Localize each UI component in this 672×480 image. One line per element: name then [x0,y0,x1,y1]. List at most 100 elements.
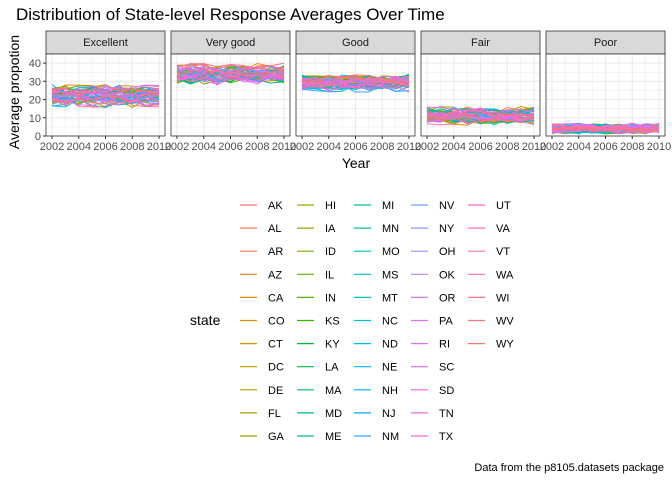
legend-item-ks: KS [297,316,340,328]
legend-label: ME [325,431,342,443]
series-line-wy [51,96,160,108]
x-tick-label: 2004 [567,141,591,153]
legend-item-nc: NC [354,316,398,328]
legend-item-nj: NJ [354,408,395,420]
legend-label: SD [439,385,454,397]
legend-label: NH [382,385,398,397]
x-tick-label: 2010 [272,141,296,153]
facet-panel-poor: Poor 2002 2004 2006 2008 2010 [540,30,671,153]
series-line-nm [301,83,410,93]
legend-label: MS [382,269,399,281]
series-line-ri [551,123,660,128]
legend-item-md: MD [297,408,342,420]
legend-label: SC [439,362,454,374]
x-tick-label: 2004 [442,141,466,153]
legend-label: NV [439,200,455,212]
y-axis-label: Average propotion [6,35,22,149]
legend-item-fl: FL [240,408,281,420]
legend-item-wy: WY [468,339,514,351]
legend-label: WV [496,316,514,328]
series-line-tn [176,74,285,86]
legend-item-nh: NH [354,385,398,397]
legend-item-id: ID [297,246,336,258]
series-line-wa [176,63,285,74]
legend-item-me: ME [297,431,342,443]
legend-label: ID [325,246,336,258]
legend-item-or: OR [411,292,456,304]
legend-item-il: IL [297,269,334,281]
legend-label: NM [382,431,399,443]
legend-label: VT [496,246,510,258]
series-line-nv [426,106,535,117]
series-line-tn [426,106,535,114]
chart-caption: Data from the p8105.datasets package [474,462,664,474]
series-line-wy [551,124,660,131]
legend-label: LA [325,362,339,374]
legend-item-tn: TN [411,408,454,420]
y-tick-label: 20 [29,95,41,107]
x-tick-label: 2008 [495,141,519,153]
x-tick-label: 2002 [415,141,439,153]
legend-item-dc: DC [240,362,284,374]
legend-item-ri: RI [411,339,450,351]
x-tick-label: 2010 [147,141,171,153]
legend-item-wi: WI [468,292,509,304]
series-line-wv [176,62,285,70]
legend-item-mn: MN [354,223,399,235]
series-line-vt [51,97,160,108]
legend-label: NY [439,223,455,235]
legend-label: WY [496,339,514,351]
y-tick-label: 10 [29,113,41,125]
series-line-or [51,86,160,98]
x-tick-label: 2006 [218,141,242,153]
y-tick-label: 0 [35,131,41,143]
series-line-wa [551,128,660,135]
legend-label: TN [439,408,454,420]
legend-label: CO [268,316,285,328]
legend-label: ND [382,339,398,351]
legend-label: CA [268,292,284,304]
legend-item-nd: ND [354,339,398,351]
legend-label: FL [268,408,281,420]
legend-item-ct: CT [240,339,283,351]
legend-item-mo: MO [354,246,400,258]
x-tick-label: 2006 [593,141,617,153]
series-line-wv [551,127,660,132]
legend-item-ca: CA [240,292,284,304]
legend-label: HI [325,200,336,212]
legend-label: WI [496,292,509,304]
x-tick-label: 2004 [192,141,216,153]
legend-item-va: VA [468,223,511,235]
legend-item-in: IN [297,292,336,304]
facet-panel-excellent: Excellent 2002 2004 2006 2008 2010 [40,30,171,153]
x-tick-label: 2002 [290,141,314,153]
series-line-ut [301,79,410,89]
legend-item-de: DE [240,385,283,397]
legend-item-ga: GA [240,431,285,443]
facet-strip-label: Excellent [83,37,128,49]
chart-title: Distribution of State-level Response Ave… [16,5,445,24]
legend-label: MI [382,200,394,212]
legend-item-ok: OK [411,269,456,281]
legend-item-ky: KY [297,339,340,351]
legend-item-ak: AK [240,200,283,212]
x-tick-label: 2002 [540,141,564,153]
series-line-wi [51,92,160,103]
x-tick-label: 2008 [120,141,144,153]
legend-item-ut: UT [468,200,511,212]
series-line-wi [301,79,410,88]
legend-title: state [190,312,221,328]
facet-panel-good: Good 2002 2004 2006 2008 2010 [290,30,421,153]
legend-item-ne: NE [354,362,397,374]
x-tick-label: 2006 [343,141,367,153]
legend-label: CT [268,339,283,351]
legend-label: MD [325,408,342,420]
legend-item-co: CO [240,316,285,328]
legend-label: IL [325,269,334,281]
series-line-sd [51,91,160,101]
legend-item-oh: OH [411,246,456,258]
legend: state AK AL AR AZ CA CO CT DC DE FL GA HI IA ID IL IN KS… [190,200,514,443]
legend-item-ia: IA [297,223,336,235]
legend-label: KY [325,339,340,351]
x-tick-label: 2008 [620,141,644,153]
